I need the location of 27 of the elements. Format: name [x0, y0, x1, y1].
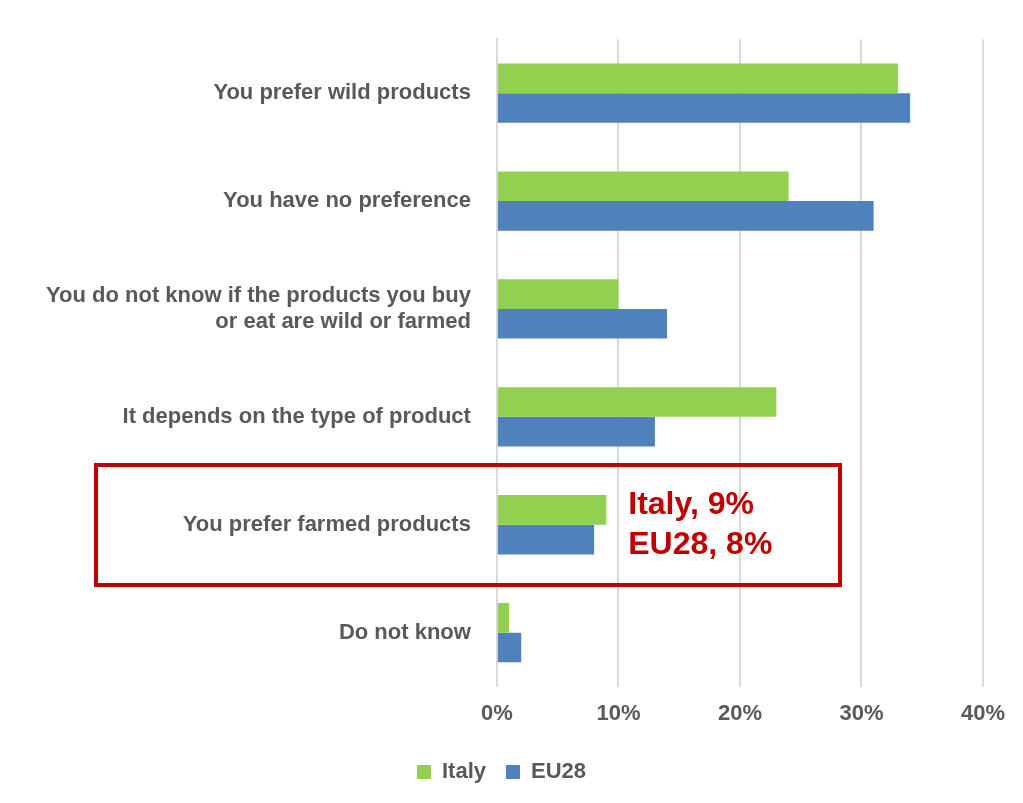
- bar: [497, 495, 607, 525]
- bar: [497, 279, 619, 309]
- y-tick-label: You have no preference: [223, 187, 471, 213]
- bar: [497, 93, 911, 123]
- bar: [497, 416, 655, 447]
- bar: [497, 524, 595, 555]
- y-tick-label: You prefer wild products: [213, 79, 471, 105]
- bar: [497, 632, 522, 663]
- x-tick-label: 0%: [481, 699, 513, 725]
- annotation: Italy, 9%: [628, 484, 754, 521]
- bar: [497, 171, 789, 202]
- annotation: EU28, 8%: [628, 524, 773, 561]
- y-tick-label: You prefer farmed products: [182, 510, 471, 536]
- x-tick-label: 40%: [960, 699, 1006, 725]
- legend-label: EU28: [530, 758, 587, 784]
- bar: [497, 308, 668, 339]
- legend-label: Italy: [441, 758, 487, 784]
- bar: [497, 201, 874, 231]
- y-tick-label: You do not know if the products you buy or eat are wild or farmed: [45, 281, 472, 334]
- bar: [497, 63, 898, 94]
- x-tick-label: 30%: [839, 699, 884, 725]
- y-tick-label: It depends on the type of product: [122, 402, 472, 428]
- x-tick-label: 20%: [717, 699, 762, 725]
- bar: [497, 387, 777, 417]
- y-tick-label: Do not know: [338, 618, 472, 644]
- bar: [497, 602, 510, 633]
- x-tick-label: 10%: [596, 699, 641, 725]
